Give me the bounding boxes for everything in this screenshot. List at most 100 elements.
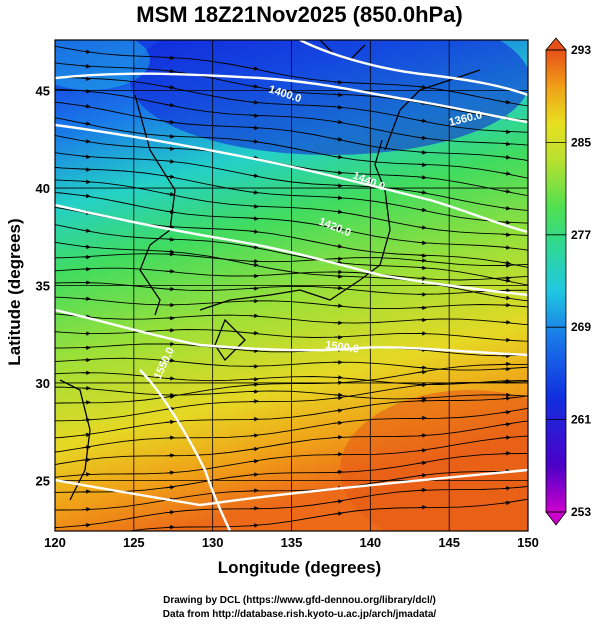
streamline-arrow [81,244,91,250]
streamline-arrow [165,191,175,197]
streamline-arrow [165,470,175,475]
streamline-arrow [333,244,343,249]
x-tick-label: 120 [44,535,66,550]
streamline [55,241,528,302]
streamline-arrow [333,104,343,110]
streamline-arrow [81,507,91,512]
streamline [55,372,528,385]
streamline [55,420,528,465]
colorbar: 293 285 277 269 261 253 [545,37,591,526]
streamline-arrow [417,150,427,155]
colorbar-bottom-arrow [545,511,567,526]
streamline-arrow [333,395,343,401]
streamline [55,224,528,286]
credit-data: Data from http://database.rish.kyoto-u.a… [162,609,437,620]
streamlines [55,45,528,539]
streamline-arrow [417,175,427,180]
x-tick-label: 130 [202,535,224,550]
y-axis-label: Latitude (degrees) [5,218,24,366]
streamline [55,152,528,211]
streamline-arrow [417,369,427,375]
streamline-arrow [249,506,259,511]
streamline [55,76,528,133]
streamline-arrow [81,76,91,81]
streamline-arrow [417,433,427,438]
x-tick-label: 150 [517,535,539,550]
streamline-arrow [501,245,511,250]
streamline-arrow [249,416,259,422]
streamline-arrow [81,121,91,126]
streamline [55,435,528,478]
streamline-arrow [165,453,175,458]
colorbar-top-arrow [545,37,567,51]
streamline-arrow [249,100,259,105]
streamline-arrow [333,420,343,426]
streamline-arrow [249,216,259,221]
streamline-arrow [81,489,91,494]
streamline-arrow [417,253,427,258]
streamline-arrow [333,154,343,160]
streamline-arrow [501,396,511,401]
streamline-arrow [81,138,91,144]
streamline-arrow [417,207,427,213]
streamline [55,357,528,371]
streamline [55,117,528,179]
streamline-arrow [249,523,259,528]
streamline-arrow [417,190,427,195]
streamline [55,101,528,162]
streamline-arrow [249,139,259,144]
streamline-arrow [165,394,175,400]
streamline-arrow [333,408,343,413]
streamline-arrow [165,119,175,125]
streamline [55,470,528,511]
streamline-arrow [165,419,175,425]
streamline-arrow [501,129,511,134]
streamline [55,407,528,453]
streamline-arrow [81,64,91,69]
y-tick-label: 40 [36,181,50,196]
streamline-arrow [333,452,343,457]
streamline-arrow [501,422,511,427]
x-tick-label: 140 [359,535,381,550]
streamline [55,329,528,342]
streamline-arrow [82,538,90,539]
y-tick-labels: 25 30 35 40 45 [36,84,50,489]
streamline-arrow [417,505,427,510]
streamline-arrow [333,511,343,516]
plot-frame [54,39,529,532]
streamline-arrow [165,485,175,490]
streamline-arrow [501,500,511,506]
streamline-arrow [333,119,343,125]
streamline-arrow [501,99,511,105]
streamline-arrow [417,415,427,421]
streamline-arrow [333,435,343,440]
streamline-arrow [501,141,511,147]
streamline-arrow [81,522,91,528]
streamline-arrow [81,193,91,199]
streamline-arrow [165,68,175,74]
map-title: MSM 18Z21Nov2025 (850.0hPa) [136,2,463,27]
y-tick-label: 25 [36,473,50,488]
streamline-arrow [417,162,427,167]
streamline [55,313,528,326]
streamline-arrow [81,228,91,233]
streamline-arrow [333,274,343,279]
colorbar-tick-label: 277 [571,228,591,242]
streamline [55,395,528,439]
streamline-arrow [249,472,259,477]
streamline-arrow [165,174,175,179]
streamline-arrow [81,167,91,172]
streamline-arrow [81,445,91,450]
streamline [55,343,528,357]
colorbar-tick-label: 285 [571,135,591,149]
streamline-arrow [417,240,427,246]
streamline-arrow [417,265,427,271]
streamline-arrow [249,244,259,250]
streamline [55,363,528,404]
streamline [55,296,528,310]
streamline-arrow [501,220,511,225]
streamline-arrow [249,173,259,178]
streamline-arrow [417,84,427,90]
